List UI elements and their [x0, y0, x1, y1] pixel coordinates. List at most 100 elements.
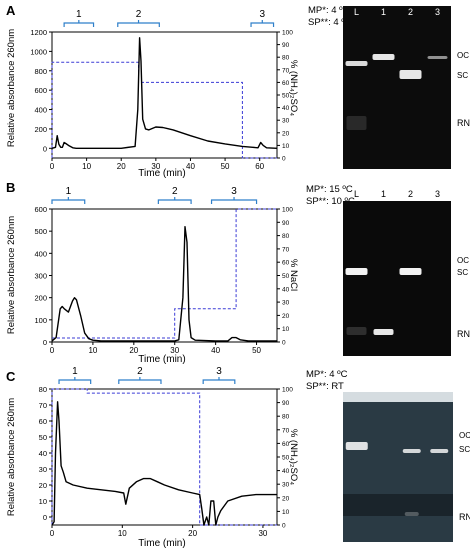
absorbance-trace [51, 37, 278, 149]
fraction-bracket [118, 377, 162, 384]
gel-band [430, 449, 449, 453]
y2-tick-label: 50 [282, 455, 290, 462]
x-tick-label: 20 [117, 162, 126, 171]
band-label: RNA [457, 329, 470, 339]
y2-tick-label: 40 [282, 105, 290, 112]
fraction-bracket [58, 377, 92, 384]
chromatogram-b: 0 10 20 30 40 5001002003004005006000102030405… [34, 186, 293, 355]
gradient-line [52, 208, 277, 339]
y2-tick-label: 30 [282, 300, 290, 307]
gel-band [402, 449, 421, 453]
y2-tick-label: 60 [282, 260, 290, 267]
y-tick-label: 70 [39, 401, 47, 410]
x-tick-label: 10 [118, 529, 127, 538]
y2-tick-label: 40 [282, 468, 290, 475]
lane-label: 1 [382, 380, 387, 390]
sp-label: SP**: 10 ºC [306, 196, 355, 207]
gel-smear [346, 327, 367, 335]
fraction-label: 3 [260, 9, 266, 20]
y-tick-label: 0 [43, 144, 47, 153]
y2-tick-label: 60 [282, 80, 290, 87]
y-tick-label: 200 [34, 125, 47, 134]
y2-tick-label: 80 [282, 55, 290, 62]
y-tick-label: 20 [39, 481, 47, 490]
mp-label: MP*: 4 ºC [306, 369, 348, 380]
gel-band [399, 268, 422, 275]
y2-tick-label: 90 [282, 42, 290, 49]
fraction-bracket [157, 197, 192, 204]
y2-tick-label: 10 [282, 143, 290, 150]
band-label: SC [457, 71, 468, 80]
band-label: SC [459, 445, 470, 454]
chromatogram-a: 0 10 20 30 40 50 60020040060080010001200010203… [30, 9, 293, 171]
y-tick-label: 400 [34, 249, 47, 258]
absorbance-trace [51, 401, 277, 526]
y-tick-label: 60 [39, 417, 47, 426]
gel-b: L 1 2 3 OC SC RNA [343, 189, 470, 356]
x-tick-label: 10 [82, 162, 91, 171]
x-tick-label: 30 [258, 529, 267, 538]
lane-label: 2 [409, 380, 414, 390]
y2-tick-label: 80 [282, 414, 290, 421]
x-tick-label: 50 [221, 162, 230, 171]
gel-band [345, 268, 368, 275]
lane-label: 2 [408, 189, 413, 199]
band-label: OC [457, 256, 469, 265]
y2-axis-label: % (NH₄)₂SO₄ [288, 60, 299, 116]
panel-label: A [6, 3, 16, 18]
gel-a: L 1 2 3 OC SC RNA [343, 6, 470, 169]
y2-tick-label: 0 [282, 340, 286, 347]
y2-tick-label: 90 [282, 220, 290, 227]
band-label: RNA [459, 512, 470, 522]
y-tick-label: 50 [39, 433, 47, 442]
mp-label: MP*: 15 ºC [306, 184, 353, 195]
fraction-bracket [250, 20, 275, 27]
gel-band [373, 329, 394, 335]
panel-label: B [6, 180, 15, 195]
fraction-bracket [210, 197, 258, 204]
y2-tick-label: 70 [282, 67, 290, 74]
y-axis-label: Relative absorbance 260nm [6, 29, 17, 147]
sp-label: SP**: 4 ºC [308, 17, 352, 28]
panel-a: A Relative absorbance 260nm % (NH₄)₂SO₄ … [0, 0, 470, 180]
y2-tick-label: 20 [282, 313, 290, 320]
x-axis-label: Time (min) [138, 354, 185, 365]
y2-axis-label: % (NH₄)₂SO₄ [288, 429, 299, 485]
x-tick-label: 40 [211, 346, 220, 355]
gel-image [343, 6, 451, 169]
y-tick-label: 0 [43, 513, 47, 522]
y2-tick-label: 0 [282, 523, 286, 530]
y-tick-label: 40 [39, 449, 47, 458]
lane-label: 1 [381, 7, 386, 17]
y2-tick-label: 100 [282, 387, 293, 394]
fraction-label: 2 [137, 367, 143, 377]
x-tick-label: 0 [50, 529, 55, 538]
y2-tick-label: 40 [282, 286, 290, 293]
fraction-bracket [117, 20, 160, 27]
gel-image [343, 201, 451, 356]
y2-tick-label: 70 [282, 246, 290, 253]
y-tick-label: 30 [39, 465, 47, 474]
fraction-label: 1 [76, 9, 82, 20]
gel-image [343, 392, 453, 542]
y-tick-label: 400 [34, 106, 47, 115]
y-tick-label: 300 [34, 272, 47, 281]
fraction-bracket [202, 377, 236, 384]
x-tick-label: 20 [129, 346, 138, 355]
gel-band [399, 70, 422, 79]
fraction-label: 3 [216, 367, 222, 377]
x-tick-label: 60 [255, 162, 264, 171]
y-axis-label: Relative absorbance 260nm [6, 398, 17, 516]
y2-tick-label: 100 [282, 30, 293, 37]
lane-label: L [354, 7, 359, 17]
band-label: RNA [457, 118, 470, 128]
y2-tick-label: 50 [282, 273, 290, 280]
x-tick-label: 20 [188, 529, 197, 538]
y2-tick-label: 0 [282, 156, 286, 163]
fraction-label: 3 [231, 186, 237, 197]
y-tick-label: 800 [34, 67, 47, 76]
y2-tick-label: 70 [282, 427, 290, 434]
y-axis-label: Relative absorbance 260nm [6, 216, 17, 334]
y2-tick-label: 10 [282, 509, 290, 516]
y-tick-label: 80 [39, 385, 47, 394]
